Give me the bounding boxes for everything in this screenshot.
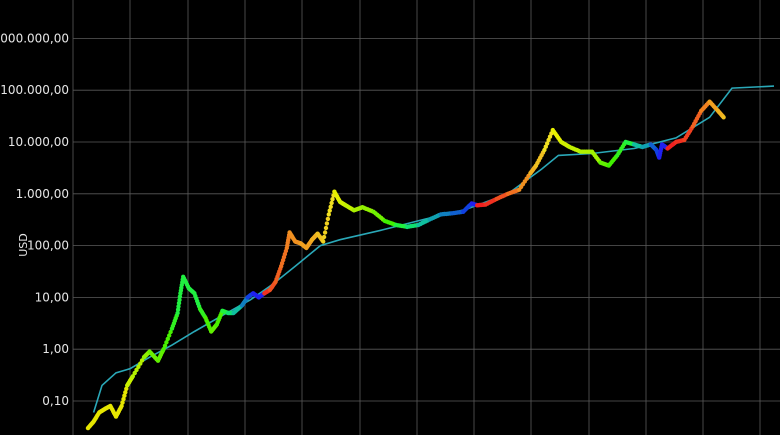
price-point	[329, 200, 334, 206]
price-point	[330, 197, 335, 202]
price-points	[85, 99, 726, 431]
price-point	[543, 144, 548, 149]
price-point	[721, 115, 726, 120]
price-point	[326, 212, 331, 217]
price-point	[162, 343, 168, 348]
price-point	[542, 147, 547, 153]
price-point	[138, 361, 143, 366]
y-axis-label: USD	[17, 233, 30, 257]
price-point	[176, 304, 181, 309]
y-tick-label: 1,00	[42, 342, 69, 356]
price-point	[121, 396, 126, 402]
price-point	[175, 307, 181, 312]
price-point	[175, 310, 180, 316]
price-point	[327, 208, 332, 213]
price-point	[323, 225, 329, 231]
y-tick-label: 10.000,00	[8, 135, 69, 149]
price-point	[546, 137, 551, 143]
y-tick-labels: 0,10 1,00 10,00 100,00 1.000,00 10.000,00 100.…	[0, 31, 69, 408]
price-point	[168, 329, 173, 335]
price-point	[321, 234, 327, 240]
price-point	[119, 403, 124, 409]
y-tick-label: 100,00	[27, 239, 69, 253]
price-point	[177, 294, 183, 299]
price-point	[139, 358, 145, 363]
price-point	[321, 239, 326, 244]
price-point	[132, 370, 137, 376]
price-point	[545, 141, 550, 146]
y-tick-label: 10,00	[35, 290, 69, 304]
price-point	[167, 333, 172, 338]
price-point	[120, 400, 125, 405]
y-tick-label: 100.000,00	[0, 83, 69, 97]
y-tick-label: 0,10	[42, 394, 69, 408]
price-point	[325, 216, 331, 222]
price-point	[161, 347, 166, 352]
price-point	[136, 364, 141, 369]
price-point	[324, 221, 330, 226]
price-point	[164, 340, 169, 345]
price-point	[547, 134, 553, 139]
price-point	[328, 204, 333, 209]
price-point	[322, 230, 328, 235]
price-point	[130, 374, 135, 379]
grid	[72, 0, 780, 435]
price-point	[122, 393, 127, 398]
price-point	[124, 386, 129, 391]
price-point	[165, 336, 170, 342]
y-tick-label: 1.000,00	[16, 187, 69, 201]
price-point	[123, 390, 128, 395]
trend-line	[92, 85, 775, 413]
y-tick-label: 1.000.000,00	[0, 31, 69, 45]
price-point	[177, 297, 182, 303]
